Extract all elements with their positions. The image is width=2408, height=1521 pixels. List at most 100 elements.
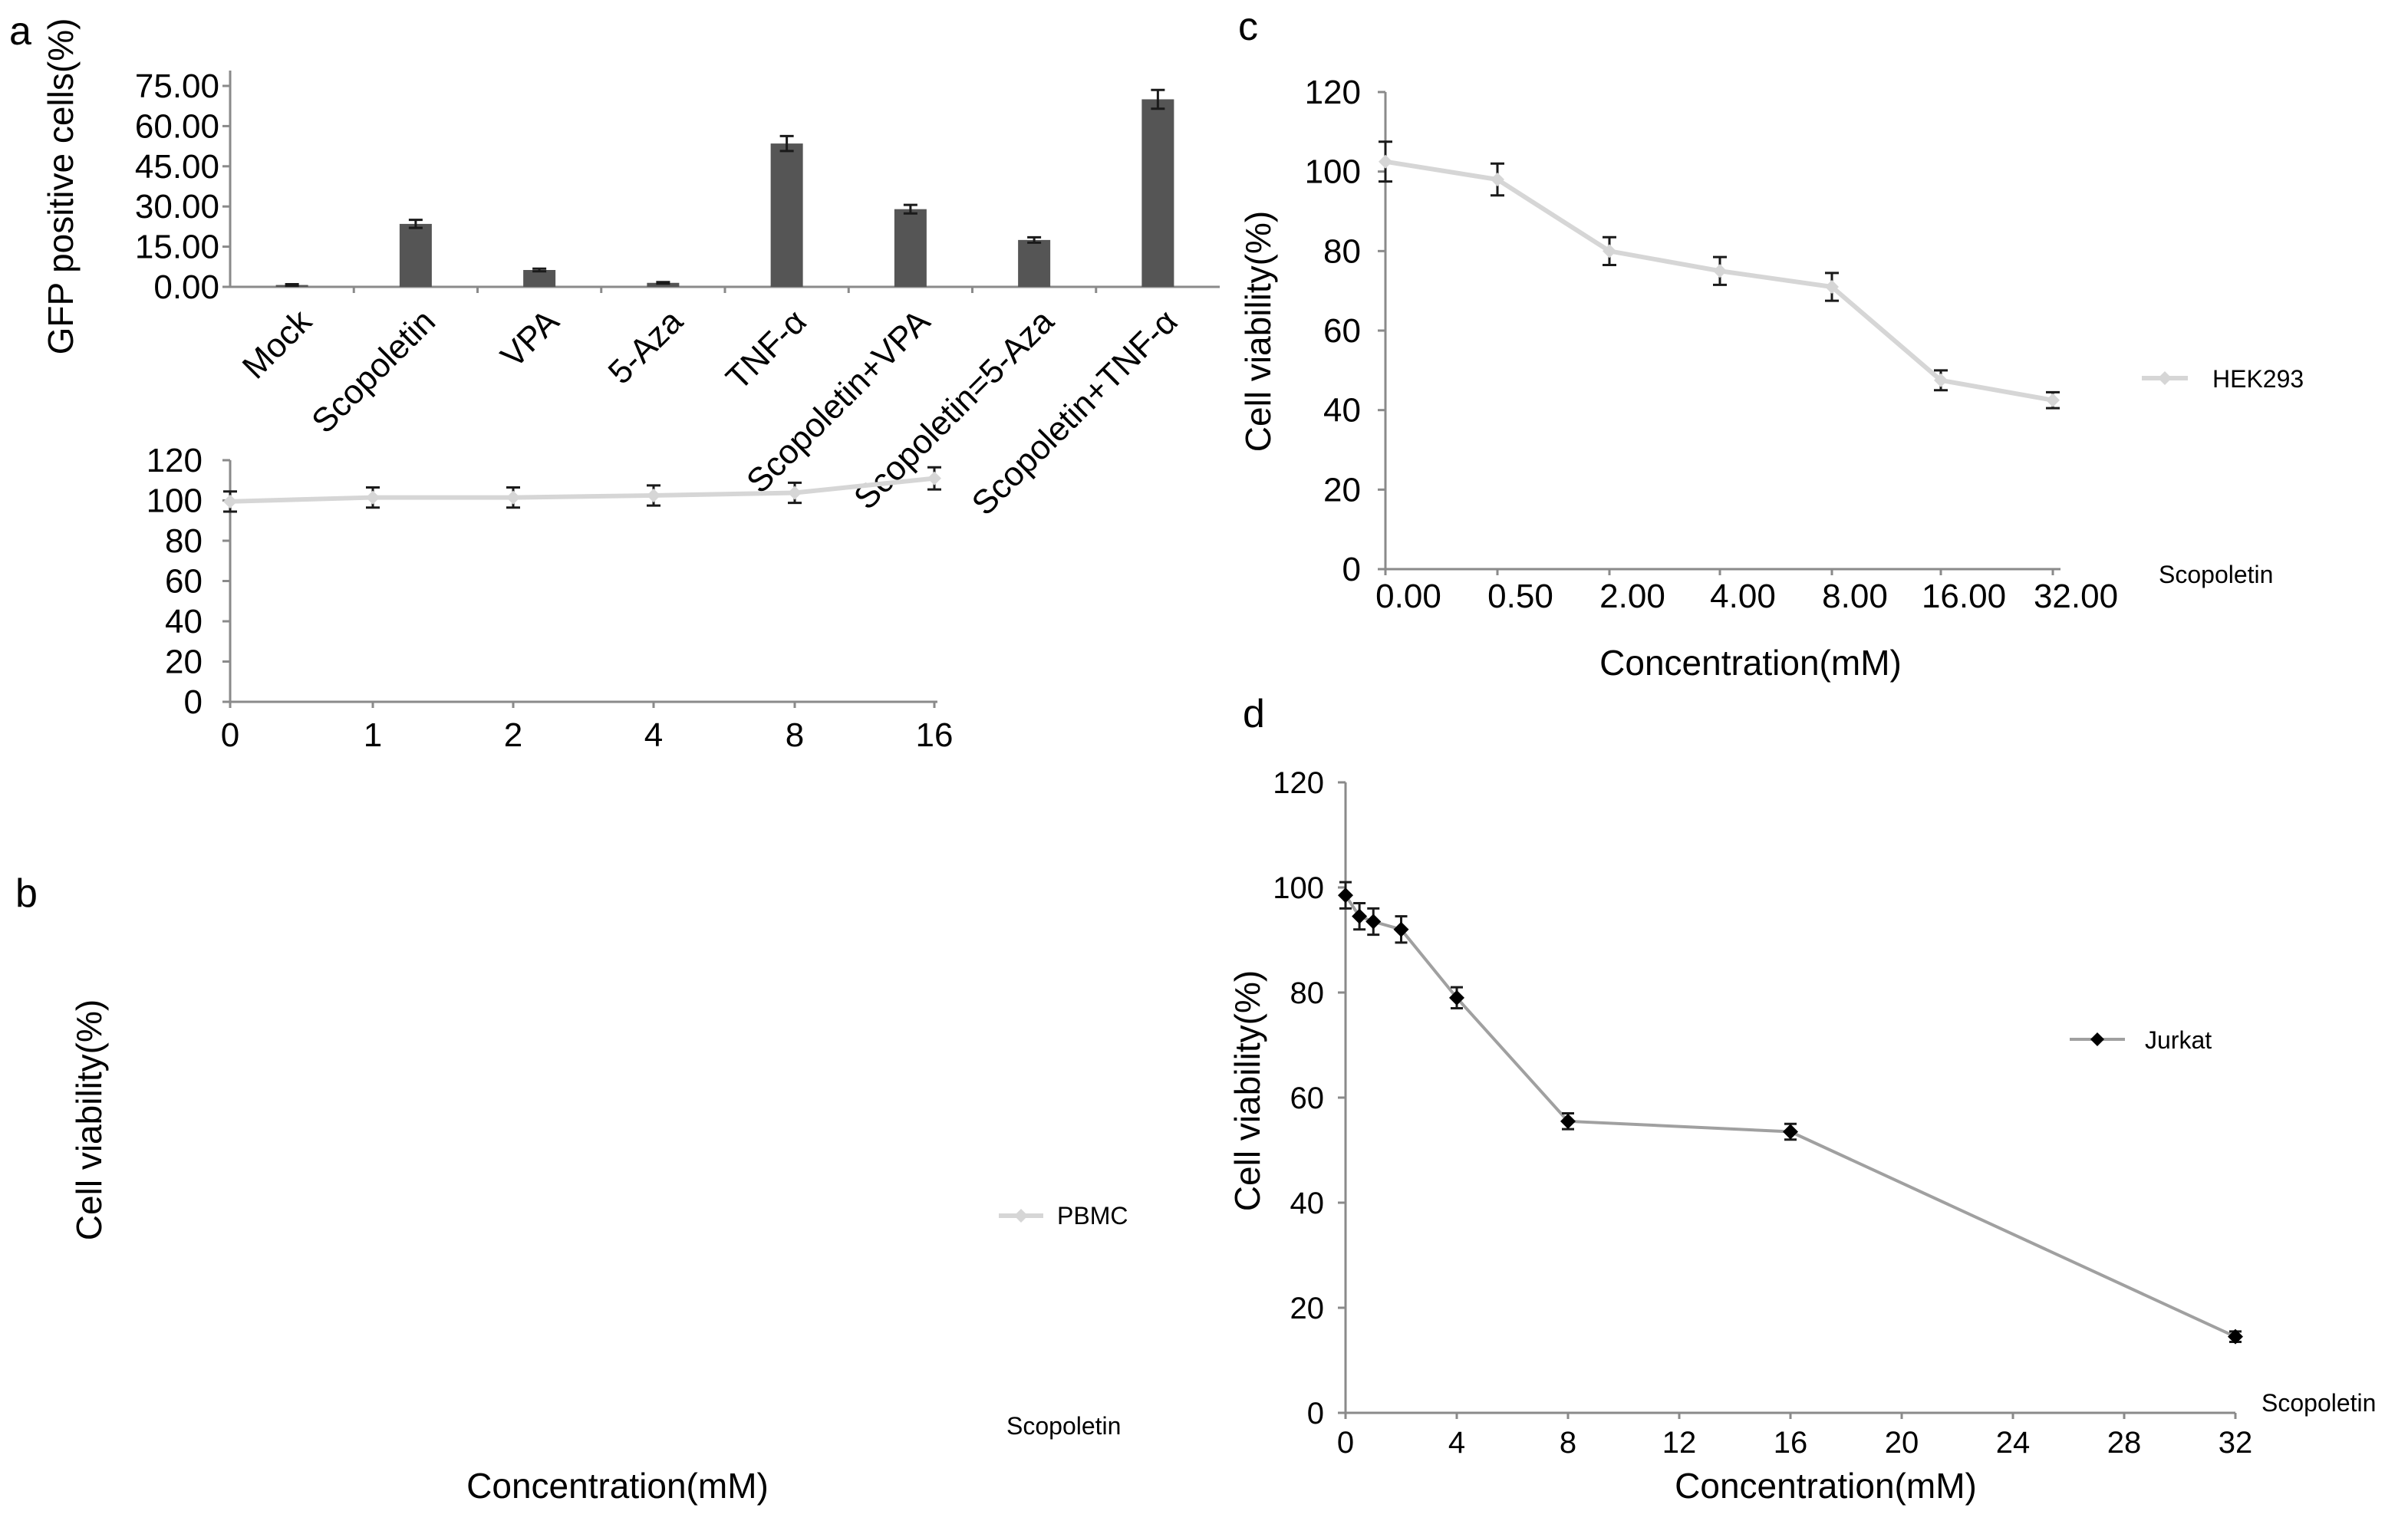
x-tick-label: 20: [1885, 1426, 1919, 1460]
x-tick-label: 8.00: [1822, 578, 1888, 615]
legend-marker: [2090, 1032, 2104, 1046]
panel-a-letter: a: [9, 9, 31, 54]
data-point: [1393, 921, 1409, 937]
y-tick-label: 80: [1290, 976, 1325, 1010]
x-tick-label: 12: [1662, 1426, 1697, 1460]
x-tick-label: 4.00: [1710, 578, 1776, 615]
data-point: [1379, 154, 1392, 169]
y-tick-label: 75.00: [135, 67, 219, 105]
x-tick-label: 4: [1448, 1426, 1465, 1460]
y-tick-label: 100: [147, 482, 203, 520]
x-axis-title: Concentration(mM): [1599, 643, 1902, 683]
y-tick-label: 20: [165, 644, 203, 681]
panel-c-line-chart: c 120 100 80 60 40 20 0 0.00 0.50 2.00 4.00 8.00 16.…: [1238, 5, 2304, 683]
x-tick-label: 16: [916, 716, 954, 754]
series-line-jurkat: [1344, 894, 2236, 1338]
error-bar: [532, 267, 547, 273]
legend-label: HEK293: [2212, 365, 2304, 393]
y-tick-label: 60: [165, 563, 203, 601]
x-tick-label: 0.00: [1375, 578, 1441, 615]
x-category-label: Mock: [236, 302, 320, 387]
y-tick-label: 0.00: [153, 268, 219, 306]
data-point: [366, 490, 380, 505]
y-tick-label: 40: [1290, 1187, 1325, 1220]
data-point: [1560, 1113, 1576, 1129]
y-tick-label: 40: [1323, 392, 1361, 430]
x-side-label: Scopoletin: [1006, 1412, 1121, 1440]
error-bar: [1151, 88, 1165, 110]
y-axis-title: Cell viability(%): [1227, 970, 1267, 1211]
data-point: [1338, 887, 1353, 904]
y-tick-label: 60: [1323, 312, 1361, 350]
panel-d-letter: d: [1243, 692, 1265, 736]
x-side-label: Scopoletin: [2261, 1389, 2376, 1417]
y-axis-title: GFP positive cells(%): [41, 18, 81, 355]
x-axis-title: Concentration(mM): [1675, 1466, 1977, 1506]
legend-marker: [2158, 371, 2172, 385]
x-tick-label: 1: [364, 716, 382, 754]
x-tick-label: 2: [504, 716, 522, 754]
data-point: [1365, 914, 1382, 930]
panel-c-letter: c: [1238, 5, 1258, 49]
y-axis-title: Cell viability(%): [1238, 211, 1278, 452]
y-tick-label: 0: [1307, 1397, 1324, 1430]
x-tick-label: 8: [1560, 1426, 1576, 1460]
data-point: [1449, 989, 1464, 1006]
bar: [894, 209, 927, 287]
data-point: [788, 486, 802, 500]
x-tick-label: 0: [1337, 1426, 1354, 1460]
y-tick-label: 60.00: [135, 107, 219, 145]
data-point: [1825, 279, 1839, 294]
data-point: [1934, 373, 1948, 387]
y-tick-label: 45.00: [135, 148, 219, 186]
data-point: [927, 471, 941, 486]
x-tick-label: 24: [1996, 1426, 2031, 1460]
x-category-label: Scopoletin: [305, 302, 443, 440]
data-point: [1603, 244, 1616, 258]
x-tick-label: 32.00: [2034, 578, 2118, 615]
x-tick-label: 16.00: [1922, 578, 2006, 615]
x-tick-label: 2.00: [1599, 578, 1665, 615]
error-bar: [656, 281, 670, 285]
legend-label: PBMC: [1057, 1202, 1128, 1230]
x-category-label: 5-Aza: [601, 302, 690, 391]
x-category-label: TNF-α: [719, 302, 813, 397]
y-tick-label: 80: [165, 522, 203, 560]
y-tick-label: 0: [184, 683, 203, 721]
y-tick-label: 60: [1290, 1081, 1325, 1115]
y-tick-label: 120: [1305, 74, 1361, 111]
data-point: [1713, 264, 1727, 278]
error-bar: [285, 283, 299, 288]
y-tick-label: 15.00: [135, 229, 219, 266]
data-point: [2228, 1328, 2243, 1345]
data-point: [647, 488, 660, 502]
bar: [1141, 99, 1174, 287]
error-bar: [408, 219, 423, 229]
y-tick-label: 100: [1273, 871, 1324, 905]
bar: [1018, 239, 1051, 287]
bar: [399, 223, 432, 287]
data-point: [1491, 173, 1504, 187]
x-tick-label: 8: [786, 716, 804, 754]
error-bar: [903, 203, 917, 215]
x-tick-label: 28: [2107, 1426, 2142, 1460]
y-axis-title: Cell viability(%): [69, 999, 109, 1240]
y-tick-label: 120: [1273, 766, 1324, 800]
y-tick-label: 20: [1323, 471, 1361, 509]
error-bar: [779, 134, 794, 153]
y-tick-label: 30.00: [135, 188, 219, 226]
series-line-pbmc: [229, 476, 935, 504]
panel-b-letter: b: [15, 871, 38, 916]
legend-marker: [1014, 1209, 1028, 1223]
x-side-label: Scopoletin: [2159, 561, 2273, 588]
x-tick-label: 4: [644, 716, 663, 754]
x-tick-label: 0: [221, 716, 239, 754]
data-point: [506, 490, 520, 505]
y-tick-label: 20: [1290, 1292, 1325, 1325]
y-tick-label: 120: [147, 442, 203, 479]
x-axis-title: Concentration(mM): [466, 1466, 769, 1506]
bar: [647, 282, 680, 287]
y-tick-label: 40: [165, 603, 203, 640]
